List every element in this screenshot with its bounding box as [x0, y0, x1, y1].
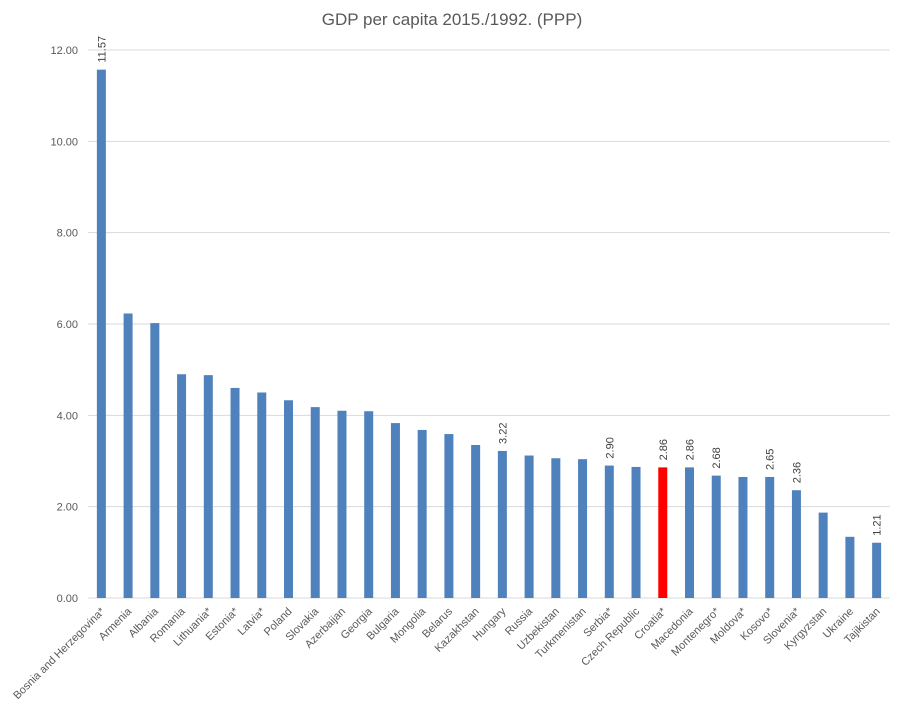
y-tick-label: 4.00 [57, 410, 78, 422]
bars [96, 69, 882, 599]
bar [390, 423, 400, 598]
bar [524, 455, 534, 598]
bar [765, 476, 775, 598]
y-tick-label: 10.00 [50, 136, 78, 148]
data-label: 1.21 [872, 514, 884, 535]
data-label: 3.22 [497, 423, 509, 444]
chart-title: GDP per capita 2015./1992. (PPP) [321, 10, 583, 29]
bar [658, 467, 668, 598]
category-label: Bosnia and Herzegovina* [11, 605, 108, 702]
bar [872, 542, 882, 598]
bar [177, 374, 187, 598]
bar [284, 400, 293, 598]
bar [791, 490, 801, 598]
y-tick-label: 2.00 [57, 502, 78, 514]
bar [604, 465, 614, 598]
y-tick-label: 0.00 [57, 593, 78, 605]
y-tick-label: 6.00 [57, 319, 78, 331]
y-axis-ticks: 0.00 2.00 4.00 6.00 8.00 10.00 12.00 [50, 45, 78, 605]
data-label: 2.36 [791, 462, 803, 483]
bar [364, 411, 374, 598]
bar [230, 387, 240, 598]
bar [711, 475, 721, 598]
bar [551, 458, 561, 598]
bar [818, 512, 828, 598]
category-label: Latvia* [236, 605, 269, 638]
data-label: 2.86 [685, 439, 697, 460]
data-label: 2.65 [765, 449, 777, 470]
bar [631, 466, 641, 598]
bar [738, 476, 748, 598]
bar [845, 536, 855, 598]
bar [257, 392, 267, 598]
bar [497, 450, 507, 598]
bar [203, 375, 213, 598]
data-label: 2.68 [711, 447, 723, 468]
bar [96, 69, 106, 599]
data-label: 11.57 [96, 36, 108, 63]
bar [578, 459, 588, 598]
bar [444, 434, 454, 598]
data-label: 2.90 [604, 437, 616, 458]
bar [337, 410, 347, 598]
bar [150, 323, 160, 598]
gridlines [88, 49, 890, 599]
y-tick-label: 8.00 [57, 228, 78, 240]
bar [471, 445, 481, 598]
bar [123, 313, 133, 598]
category-labels: Bosnia and Herzegovina*ArmeniaAlbaniaRom… [11, 605, 883, 702]
y-tick-label: 12.00 [50, 45, 78, 57]
bar [310, 407, 320, 598]
bar [685, 467, 694, 598]
data-label: 2.86 [658, 439, 670, 460]
data-labels: 11.57 3.22 2.90 2.86 2.86 2.68 2.65 2.36 1.21 [96, 36, 883, 536]
bar [417, 429, 427, 598]
